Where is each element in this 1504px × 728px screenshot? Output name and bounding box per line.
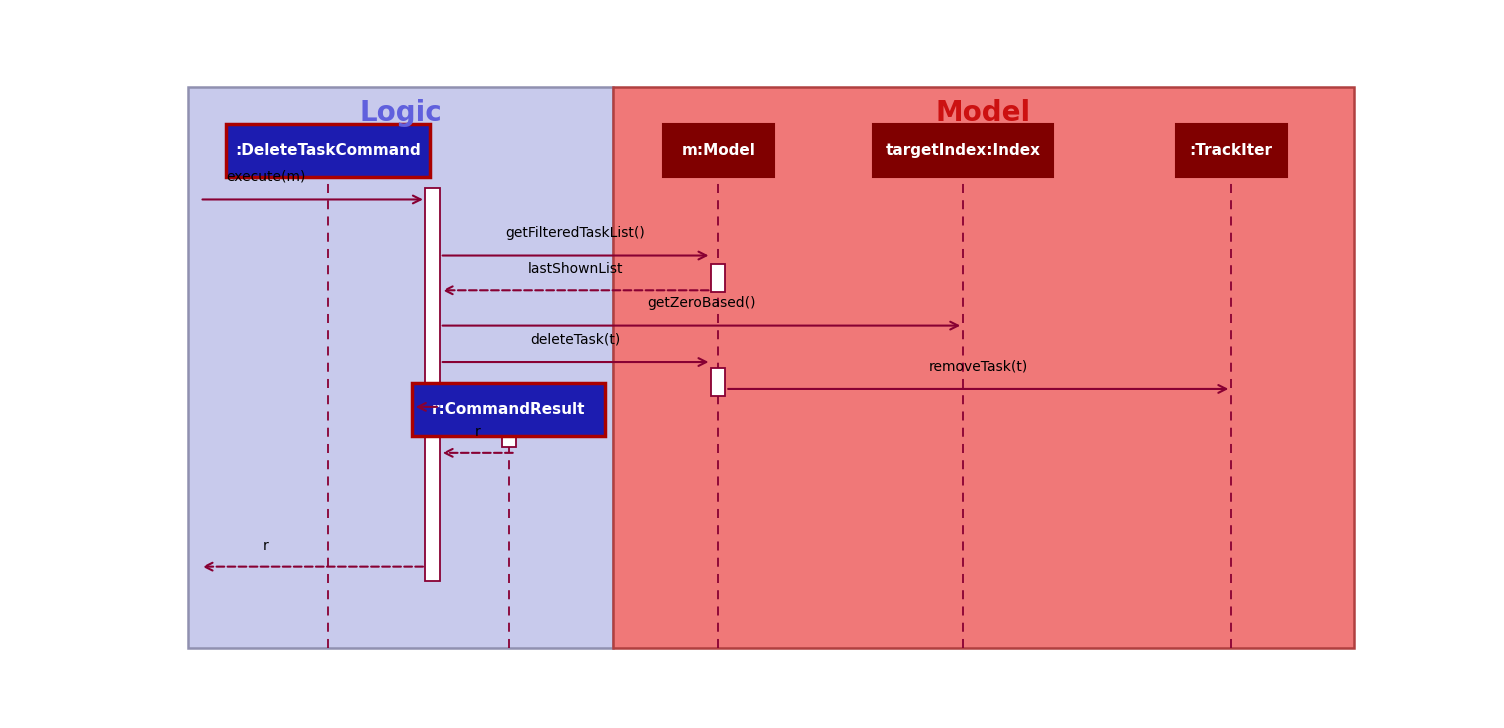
Text: r:CommandResult: r:CommandResult (432, 402, 585, 417)
Text: :TrackIter: :TrackIter (1190, 143, 1272, 158)
Bar (711, 368, 725, 396)
Text: getZeroBased(): getZeroBased() (647, 296, 755, 310)
Bar (501, 413, 516, 447)
Text: removeTask(t): removeTask(t) (928, 359, 1027, 373)
Text: execute(m): execute(m) (227, 170, 305, 183)
Text: r: r (263, 539, 269, 553)
Text: Logic: Logic (359, 98, 442, 127)
Text: targetIndex:Index: targetIndex:Index (886, 143, 1041, 158)
Bar (614, 87, 1354, 648)
Text: getFilteredTaskList(): getFilteredTaskList() (505, 226, 645, 240)
Text: r: r (475, 425, 480, 439)
Text: deleteTask(t): deleteTask(t) (531, 333, 621, 347)
Bar (226, 124, 430, 177)
Bar (412, 383, 605, 436)
Text: :DeleteTaskCommand: :DeleteTaskCommand (235, 143, 421, 158)
Text: lastShownList: lastShownList (528, 262, 623, 276)
Bar (711, 264, 725, 292)
Text: Model: Model (935, 98, 1032, 127)
Bar (1176, 124, 1286, 177)
Bar (663, 124, 773, 177)
Bar (426, 189, 441, 581)
Bar (872, 124, 1053, 177)
Text: m:Model: m:Model (681, 143, 755, 158)
Bar (188, 87, 614, 648)
